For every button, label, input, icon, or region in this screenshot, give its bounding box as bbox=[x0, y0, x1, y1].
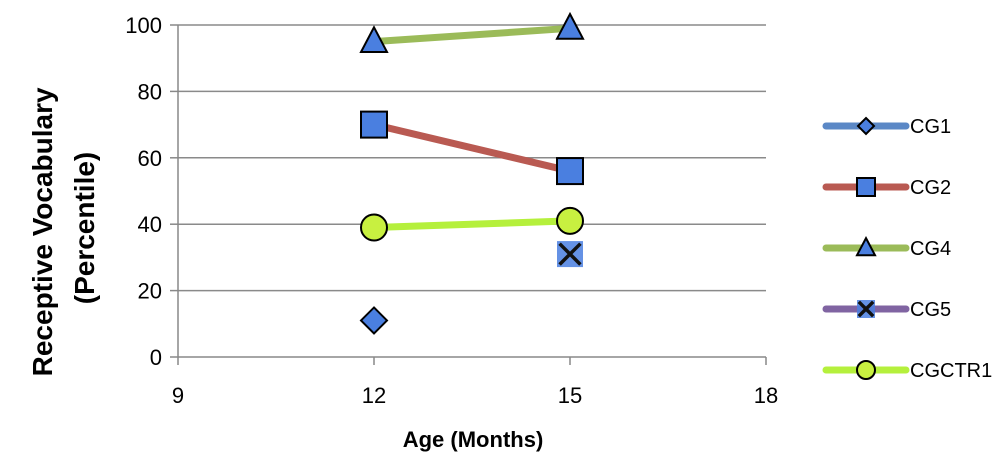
legend-item-cg2: CG2 bbox=[822, 177, 951, 199]
x-axis-title: Age (Months) bbox=[403, 427, 544, 452]
legend: CG1 CG2 CG4 CG5 CGCTR1 bbox=[822, 116, 992, 382]
point-cg1-12 bbox=[359, 306, 389, 335]
y-tick-label-80: 80 bbox=[138, 79, 162, 104]
y-tick-label-0: 0 bbox=[150, 345, 162, 370]
gridlines bbox=[170, 24, 766, 358]
point-cg2-12 bbox=[360, 110, 388, 139]
y-tick-label-20: 20 bbox=[138, 279, 162, 304]
legend-label-cgctr1: CGCTR1 bbox=[910, 360, 992, 382]
legend-label-cg4: CG4 bbox=[910, 238, 951, 260]
y-axis-title-line-1: Receptive Vocabulary bbox=[27, 87, 58, 376]
x-tick-label-15: 15 bbox=[558, 383, 582, 408]
series-markers bbox=[359, 11, 585, 335]
legend-marker-cgctr1 bbox=[856, 360, 876, 380]
series-line-cgctr1 bbox=[370, 217, 574, 232]
legend-label-cg1: CG1 bbox=[910, 116, 951, 138]
legend-marker-cg5 bbox=[857, 300, 875, 318]
y-tick-label-100: 100 bbox=[125, 13, 162, 38]
legend-label-cg5: CG5 bbox=[910, 299, 951, 321]
y-tick-label-40: 40 bbox=[138, 212, 162, 237]
x-tick-label-9: 9 bbox=[172, 383, 184, 408]
legend-item-cgctr1: CGCTR1 bbox=[822, 360, 992, 382]
point-cg5-15 bbox=[557, 241, 583, 268]
point-cgctr1-15 bbox=[556, 206, 584, 235]
series-line-cg2 bbox=[370, 121, 574, 175]
point-cg4-12 bbox=[359, 25, 389, 53]
y-tick-label-60: 60 bbox=[138, 146, 162, 171]
x-tick-label-12: 12 bbox=[362, 383, 386, 408]
legend-item-cg1: CG1 bbox=[822, 116, 951, 138]
y-tick-labels: 0 20 40 60 80 100 bbox=[125, 13, 162, 370]
legend-marker-cg1 bbox=[856, 116, 876, 136]
point-cg4-15 bbox=[555, 11, 585, 40]
legend-marker-cg4 bbox=[855, 235, 877, 257]
series-lines bbox=[370, 24, 574, 232]
legend-label-cg2: CG2 bbox=[910, 177, 951, 199]
legend-item-cg4: CG4 bbox=[822, 235, 951, 260]
x-tick-label-18: 18 bbox=[754, 383, 778, 408]
series-line-cg4 bbox=[370, 24, 574, 46]
point-cgctr1-12 bbox=[360, 213, 388, 242]
legend-item-cg5: CG5 bbox=[822, 299, 951, 321]
x-tick-labels: 9 12 15 18 bbox=[172, 357, 778, 408]
y-axis-title: Receptive Vocabulary (Percentile) bbox=[27, 80, 100, 377]
point-cg2-15 bbox=[556, 157, 584, 186]
legend-marker-cg2 bbox=[856, 177, 876, 197]
y-axis-title-line-2: (Percentile) bbox=[69, 152, 100, 305]
